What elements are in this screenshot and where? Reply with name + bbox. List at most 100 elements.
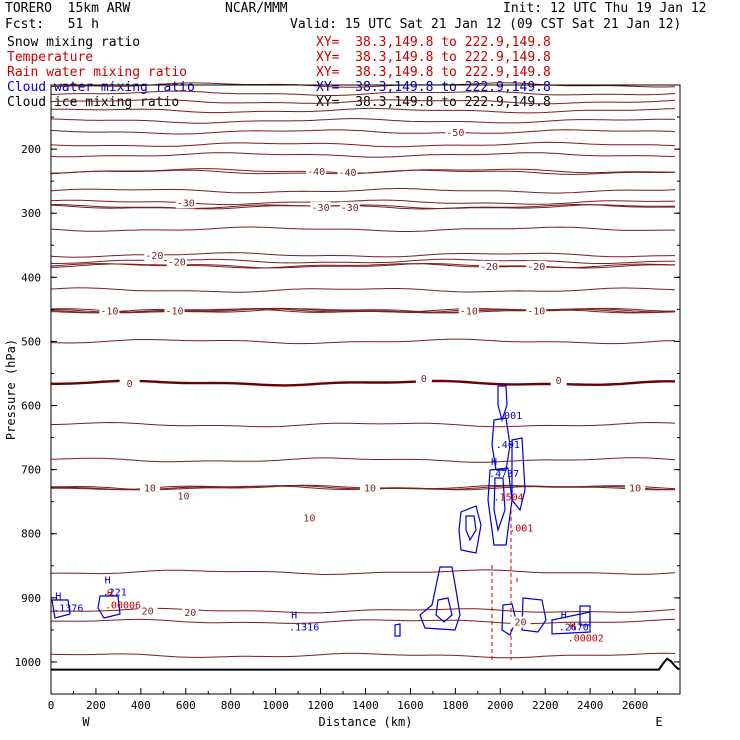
model-title: TORERO 15km ARW [5, 1, 131, 16]
x-tick-label: 1400 [352, 699, 379, 712]
isotherm-line [50, 308, 676, 314]
isotherm-label-bg [144, 249, 165, 261]
isotherm-label-bg [625, 482, 646, 494]
x-tick-label: 400 [131, 699, 151, 712]
max-marker-symbol: H [570, 622, 576, 633]
isotherm-label-bg [359, 482, 380, 494]
isotherm-label-bg [339, 201, 360, 213]
cloud-contour [511, 437, 526, 512]
isotherm-label-bg [166, 256, 187, 268]
isotherm-label-bg [479, 260, 500, 272]
x-tick-label: 200 [86, 699, 106, 712]
max-marker-value: .001 [498, 411, 522, 422]
isotherm-line [50, 107, 676, 114]
cloud-contour [458, 505, 482, 554]
isotherm-label: -10 [527, 307, 545, 318]
isotherm-label-bg [458, 305, 479, 317]
isotherm-label: -20 [527, 262, 545, 273]
max-marker-symbol: H [55, 591, 61, 602]
isotherm-label-bg [301, 512, 318, 524]
xy-cloud-water: XY= 38.3,149.8 to 222.9,149.8 [316, 80, 551, 95]
isotherm-label-bg [550, 374, 567, 386]
isotherm-label-bg [139, 482, 160, 494]
plot-frame [50, 84, 681, 695]
valid-time: Valid: 15 UTC Sat 21 Jan 12 (09 CST Sat … [290, 17, 682, 32]
x-tick-label: 1600 [397, 699, 424, 712]
max-marker-value: .1316 [289, 623, 319, 634]
isotherm-line [51, 421, 676, 428]
x-tick-label: 0 [48, 699, 55, 712]
isotherm-label: 20 [142, 607, 154, 618]
isotherm-line [50, 226, 675, 232]
cloud-contour [435, 597, 453, 623]
isotherm-label: -30 [312, 203, 330, 214]
isotherm-label: 10 [144, 484, 156, 495]
y-tick-label: 400 [21, 271, 41, 284]
isotherm-label: -20 [168, 257, 186, 268]
isotherm-line [50, 188, 676, 194]
cloud-contour [579, 605, 591, 626]
isotherm-label: 10 [178, 491, 190, 502]
isotherm-line [50, 569, 676, 576]
isotherm-line [51, 204, 676, 210]
isotherm-label-bg [337, 167, 358, 179]
max-marker-value: .221 [103, 587, 127, 598]
isotherm-line [50, 263, 676, 269]
x-tick-label: 2000 [487, 699, 514, 712]
cloud-contour [465, 515, 477, 542]
max-marker-symbol: H [107, 588, 113, 599]
isotherm-label: -10 [460, 307, 478, 318]
isotherm-line [50, 199, 676, 206]
isotherm-label: 10 [364, 484, 376, 495]
isotherm-line [50, 118, 676, 124]
isotherm-label-bg [175, 197, 196, 209]
max-marker-value: .1376 [53, 603, 83, 614]
isotherm-line [50, 338, 676, 345]
isotherm-label-bg [415, 372, 432, 384]
x-tick-label: 2400 [577, 699, 604, 712]
isotherm-label-bg [137, 605, 158, 617]
max-marker-value: .00006 [105, 600, 141, 611]
isotherm-label: -30 [341, 203, 359, 214]
max-marker-value: .4737 [489, 469, 519, 480]
max-marker-value: .001 [509, 523, 533, 534]
isotherm-label-bg [175, 490, 192, 502]
isotherm-label: -20 [145, 251, 163, 262]
isotherm-label: -40 [307, 167, 325, 178]
isotherm-label: -20 [480, 262, 498, 273]
x-tick-label: 1800 [442, 699, 469, 712]
isotherm-label-bg [182, 606, 199, 618]
isotherm-line [50, 169, 676, 175]
x-tick-label: 2200 [532, 699, 559, 712]
forecast-hour: Fcst: 51 h [5, 17, 99, 32]
cloud-contour [497, 385, 508, 423]
x-tick-label: 1200 [307, 699, 334, 712]
isotherm-label-bg [510, 616, 531, 628]
isotherm-line [50, 141, 676, 148]
isotherm-label-bg [310, 201, 331, 213]
y-tick-label: 200 [21, 143, 41, 156]
x-tick-label: 800 [221, 699, 241, 712]
xy-snow: XY= 38.3,149.8 to 222.9,149.8 [316, 35, 551, 50]
isotherm-line [50, 152, 676, 158]
init-time: Init: 12 UTC Thu 19 Jan 12 [503, 1, 707, 16]
isotherm-label: 0 [421, 374, 427, 385]
isotherm-line [50, 168, 675, 174]
isotherm-line [50, 204, 676, 210]
max-marker-symbol: H [291, 611, 297, 622]
max-marker-symbol: H [561, 611, 567, 622]
xy-temperature: XY= 38.3,149.8 to 222.9,149.8 [316, 50, 551, 65]
cloud-contour [491, 417, 511, 471]
x-tick-label: 2600 [622, 699, 649, 712]
max-marker-value: .00002 [568, 634, 604, 645]
field-rain: Rain water mixing ratio [7, 65, 188, 80]
isotherm-line [50, 652, 676, 659]
y-tick-label: 900 [21, 592, 41, 605]
field-temperature: Temperature [7, 50, 94, 65]
isotherm-line [50, 90, 676, 96]
isotherm-label: 0 [127, 379, 133, 390]
field-cloud-ice: Cloud ice mixing ratio [7, 95, 180, 110]
xy-rain: XY= 38.3,149.8 to 222.9,149.8 [316, 65, 551, 80]
isotherm-label-bg [306, 165, 327, 177]
